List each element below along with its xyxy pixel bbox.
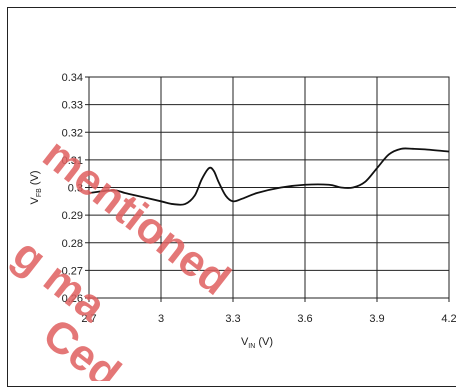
y-tick-label: 0.31: [62, 155, 83, 167]
x-axis-label: VIN (V): [241, 336, 273, 350]
y-axis-label: VFB (V): [29, 170, 43, 204]
y-tick-label: 0.29: [62, 210, 83, 222]
series-line: [88, 147, 450, 206]
x-tick-label: 3: [158, 313, 164, 325]
y-tick-label: 0.26: [62, 293, 83, 305]
y-tick-label: 0.28: [62, 238, 83, 250]
x-tick-label: 4.2: [441, 313, 456, 325]
y-tick-label: 0.34: [62, 72, 83, 84]
y-tick-label: 0.33: [62, 100, 83, 112]
x-tick-label: 3.6: [297, 313, 312, 325]
y-tick-label: 0.27: [62, 265, 83, 277]
x-tick-label: 3.3: [225, 313, 240, 325]
y-tick-label: 0.3: [68, 183, 83, 195]
x-tick-label: 3.9: [369, 313, 384, 325]
y-tick-label: 0.32: [62, 127, 83, 139]
x-tick-label: 2.7: [81, 313, 96, 325]
